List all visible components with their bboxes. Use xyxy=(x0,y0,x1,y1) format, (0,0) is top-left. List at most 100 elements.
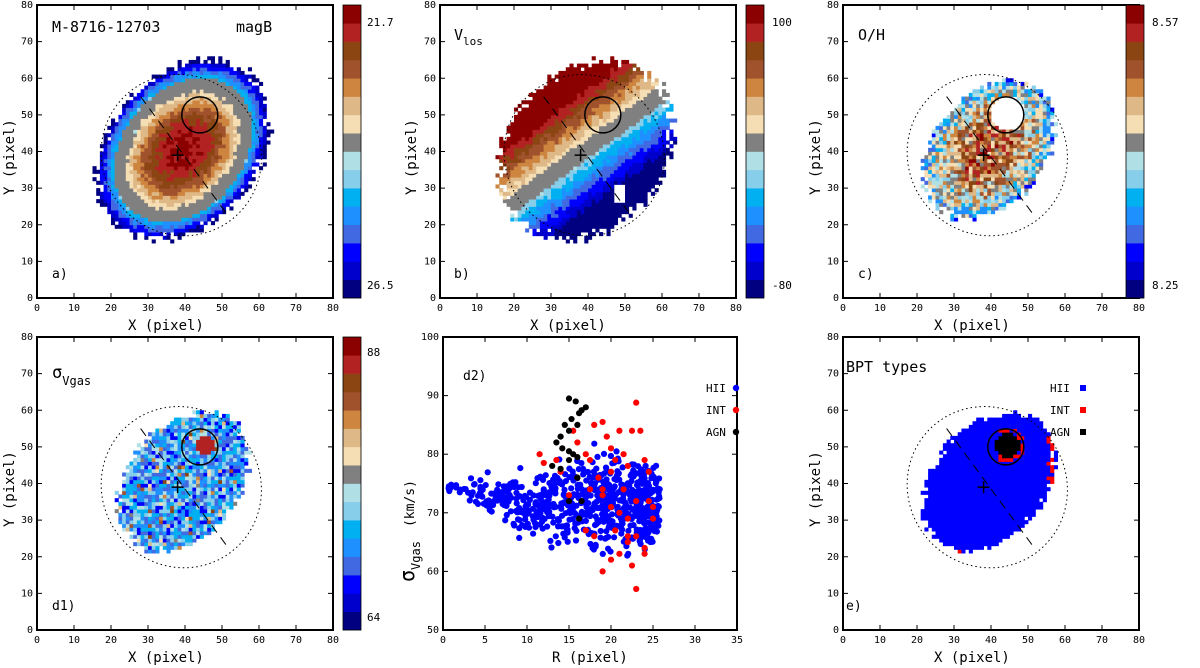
map-pixel xyxy=(140,501,145,506)
map-pixel xyxy=(240,180,245,185)
map-pixel xyxy=(968,107,973,112)
map-pixel xyxy=(144,494,149,499)
map-pixel xyxy=(111,184,116,189)
map-pixel xyxy=(632,74,637,79)
x-tick-label: 30 xyxy=(142,303,154,314)
map-pixel xyxy=(114,217,119,222)
map-pixel xyxy=(148,465,153,470)
map-pixel xyxy=(144,103,149,108)
map-pixel xyxy=(613,177,618,182)
map-pixel xyxy=(536,191,541,196)
map-pixel xyxy=(140,490,145,495)
map-pixel xyxy=(1016,162,1021,167)
map-pixel xyxy=(573,217,578,222)
map-pixel xyxy=(650,173,655,178)
map-pixel xyxy=(562,213,567,218)
map-pixel xyxy=(643,85,648,90)
map-pixel xyxy=(155,188,160,193)
map-pixel xyxy=(244,136,249,141)
map-pixel xyxy=(122,188,127,193)
map-pixel xyxy=(639,114,644,119)
map-pixel xyxy=(99,166,104,171)
map-pixel xyxy=(244,166,249,171)
map-pixel xyxy=(244,162,249,167)
map-pixel xyxy=(957,133,962,138)
map-pixel xyxy=(192,221,197,226)
map-pixel xyxy=(573,228,578,233)
map-pixel xyxy=(148,114,153,119)
map-pixel xyxy=(506,169,511,174)
map-pixel xyxy=(983,155,988,160)
map-pixel xyxy=(1031,96,1036,101)
map-pixel xyxy=(136,472,141,477)
map-pixel xyxy=(1020,89,1025,94)
panel-c-map xyxy=(906,74,1068,237)
map-pixel xyxy=(942,140,947,145)
map-pixel xyxy=(543,140,548,145)
map-pixel xyxy=(617,85,622,90)
map-pixel xyxy=(118,213,123,218)
map-pixel xyxy=(111,162,116,167)
map-pixel xyxy=(617,122,622,127)
map-pixel xyxy=(103,195,108,200)
map-pixel xyxy=(148,446,153,451)
map-pixel xyxy=(654,151,659,156)
map-pixel xyxy=(247,151,252,156)
map-pixel xyxy=(935,202,940,207)
map-pixel xyxy=(136,155,141,160)
map-pixel xyxy=(576,118,581,123)
ellipse-aperture xyxy=(100,74,262,237)
map-pixel xyxy=(1005,136,1010,141)
map-pixel xyxy=(1024,188,1029,193)
map-pixel xyxy=(580,158,585,163)
map-pixel xyxy=(525,111,530,116)
map-pixel xyxy=(181,158,186,163)
map-pixel xyxy=(543,136,548,141)
map-pixel xyxy=(662,173,667,178)
colorbar-frame xyxy=(342,4,362,299)
map-pixel xyxy=(133,180,138,185)
map-pixel xyxy=(185,158,190,163)
map-pixel xyxy=(166,538,171,543)
map-pixel xyxy=(155,206,160,211)
map-pixel xyxy=(144,122,149,127)
map-pixel xyxy=(1024,147,1029,152)
map-pixel xyxy=(136,136,141,141)
map-pixel xyxy=(510,169,515,174)
map-pixel xyxy=(155,173,160,178)
map-pixel xyxy=(968,173,973,178)
map-pixel xyxy=(188,78,193,83)
map-pixel xyxy=(199,67,204,72)
map-pixel xyxy=(532,114,537,119)
map-pixel xyxy=(551,228,556,233)
map-pixel xyxy=(625,133,630,138)
map-pixel xyxy=(148,450,153,455)
map-pixel xyxy=(125,144,130,149)
map-pixel xyxy=(573,92,578,97)
map-pixel xyxy=(628,122,633,127)
map-pixel xyxy=(584,206,589,211)
map-pixel xyxy=(240,85,245,90)
map-pixel xyxy=(551,114,556,119)
map-pixel xyxy=(536,155,541,160)
map-pixel xyxy=(251,158,256,163)
map-pixel xyxy=(558,125,563,130)
map-pixel xyxy=(148,85,153,90)
map-pixel xyxy=(210,81,215,86)
map-pixel xyxy=(994,81,999,86)
map-pixel xyxy=(576,70,581,75)
map-pixel xyxy=(136,92,141,97)
map-pixel xyxy=(613,173,618,178)
map-pixel xyxy=(991,199,996,204)
map-pixel xyxy=(251,133,256,138)
y-tick-label: 0 xyxy=(27,293,33,304)
map-pixel xyxy=(539,177,544,182)
map-pixel xyxy=(946,136,951,141)
map-pixel xyxy=(148,158,153,163)
map-pixel xyxy=(196,217,201,222)
map-pixel xyxy=(1016,133,1021,138)
map-pixel xyxy=(196,122,201,127)
map-pixel xyxy=(658,151,663,156)
map-pixel xyxy=(628,78,633,83)
map-pixel xyxy=(222,155,227,160)
